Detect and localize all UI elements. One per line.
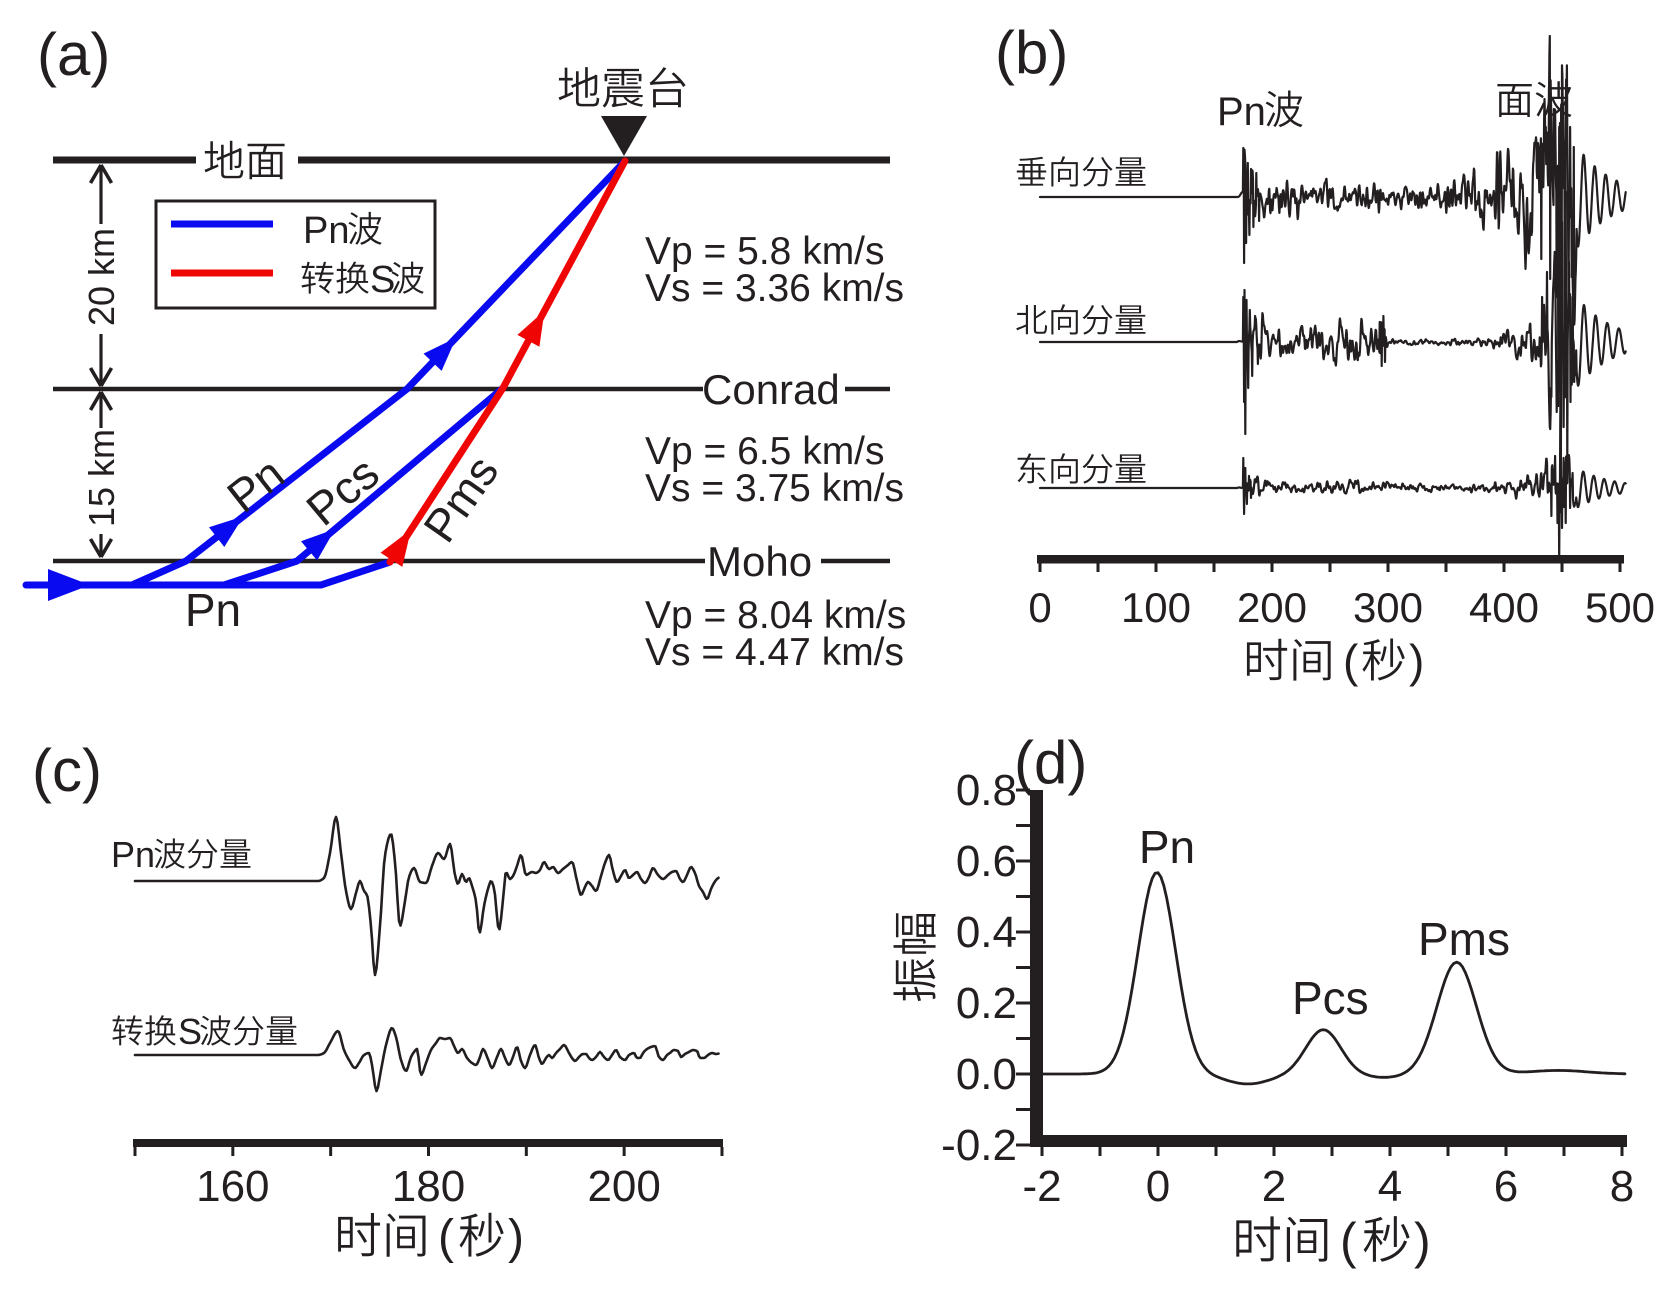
svg-text:0.2: 0.2: [956, 979, 1017, 1028]
svg-text:(: (: [1343, 635, 1359, 687]
svg-text:(: (: [1340, 1213, 1357, 1269]
svg-text:6: 6: [1494, 1162, 1518, 1211]
svg-text:): ): [1414, 1213, 1431, 1269]
svg-text:0.6: 0.6: [956, 837, 1017, 886]
svg-text:S: S: [370, 259, 395, 301]
svg-text:300: 300: [1353, 584, 1423, 631]
svg-text:Pn: Pn: [185, 584, 241, 636]
svg-text:Pcs: Pcs: [1292, 972, 1369, 1024]
svg-text:(d): (d): [1014, 729, 1087, 796]
svg-text:15 km: 15 km: [81, 429, 122, 527]
svg-text:Pn: Pn: [1217, 90, 1266, 134]
svg-text:Pms: Pms: [1418, 913, 1510, 965]
svg-text:(c): (c): [32, 737, 102, 804]
svg-text:100: 100: [1121, 584, 1191, 631]
svg-text:160: 160: [196, 1162, 269, 1211]
svg-text:Vp = 5.8 km/s: Vp = 5.8 km/s: [645, 230, 885, 273]
svg-text:): ): [1409, 635, 1424, 687]
svg-text:Vs = 3.36 km/s: Vs = 3.36 km/s: [645, 267, 904, 310]
svg-text:Vp = 8.04 km/s: Vp = 8.04 km/s: [645, 594, 906, 637]
svg-text:): ): [508, 1211, 524, 1264]
svg-text:20 km: 20 km: [81, 228, 122, 326]
svg-text:(b): (b): [995, 19, 1068, 86]
svg-text:-0.2: -0.2: [941, 1121, 1017, 1170]
svg-text:200: 200: [587, 1162, 660, 1211]
svg-text:0: 0: [1028, 584, 1051, 631]
svg-text:400: 400: [1469, 584, 1539, 631]
svg-text:0.8: 0.8: [956, 766, 1017, 815]
svg-text:Pn: Pn: [1139, 821, 1195, 873]
svg-text:4: 4: [1378, 1162, 1402, 1211]
svg-text:Vs = 4.47 km/s: Vs = 4.47 km/s: [645, 631, 904, 674]
svg-text:S: S: [178, 1011, 202, 1052]
svg-text:Pn: Pn: [303, 210, 349, 252]
svg-text:2: 2: [1262, 1162, 1286, 1211]
svg-text:0: 0: [1146, 1162, 1170, 1211]
svg-text:Pn: Pn: [111, 834, 155, 875]
svg-text:Conrad: Conrad: [702, 366, 840, 413]
svg-text:Vp = 6.5 km/s: Vp = 6.5 km/s: [645, 430, 885, 473]
svg-text:Vs = 3.75 km/s: Vs = 3.75 km/s: [645, 467, 904, 510]
svg-text:200: 200: [1237, 584, 1307, 631]
svg-text:(: (: [438, 1211, 454, 1264]
svg-text:0.0: 0.0: [956, 1050, 1017, 1099]
svg-text:500: 500: [1585, 584, 1655, 631]
svg-text:8: 8: [1610, 1162, 1634, 1211]
svg-text:180: 180: [392, 1162, 465, 1211]
svg-text:(a): (a): [37, 21, 110, 88]
svg-text:-2: -2: [1022, 1162, 1061, 1211]
svg-text:Moho: Moho: [707, 538, 812, 585]
svg-text:0.4: 0.4: [956, 908, 1017, 957]
